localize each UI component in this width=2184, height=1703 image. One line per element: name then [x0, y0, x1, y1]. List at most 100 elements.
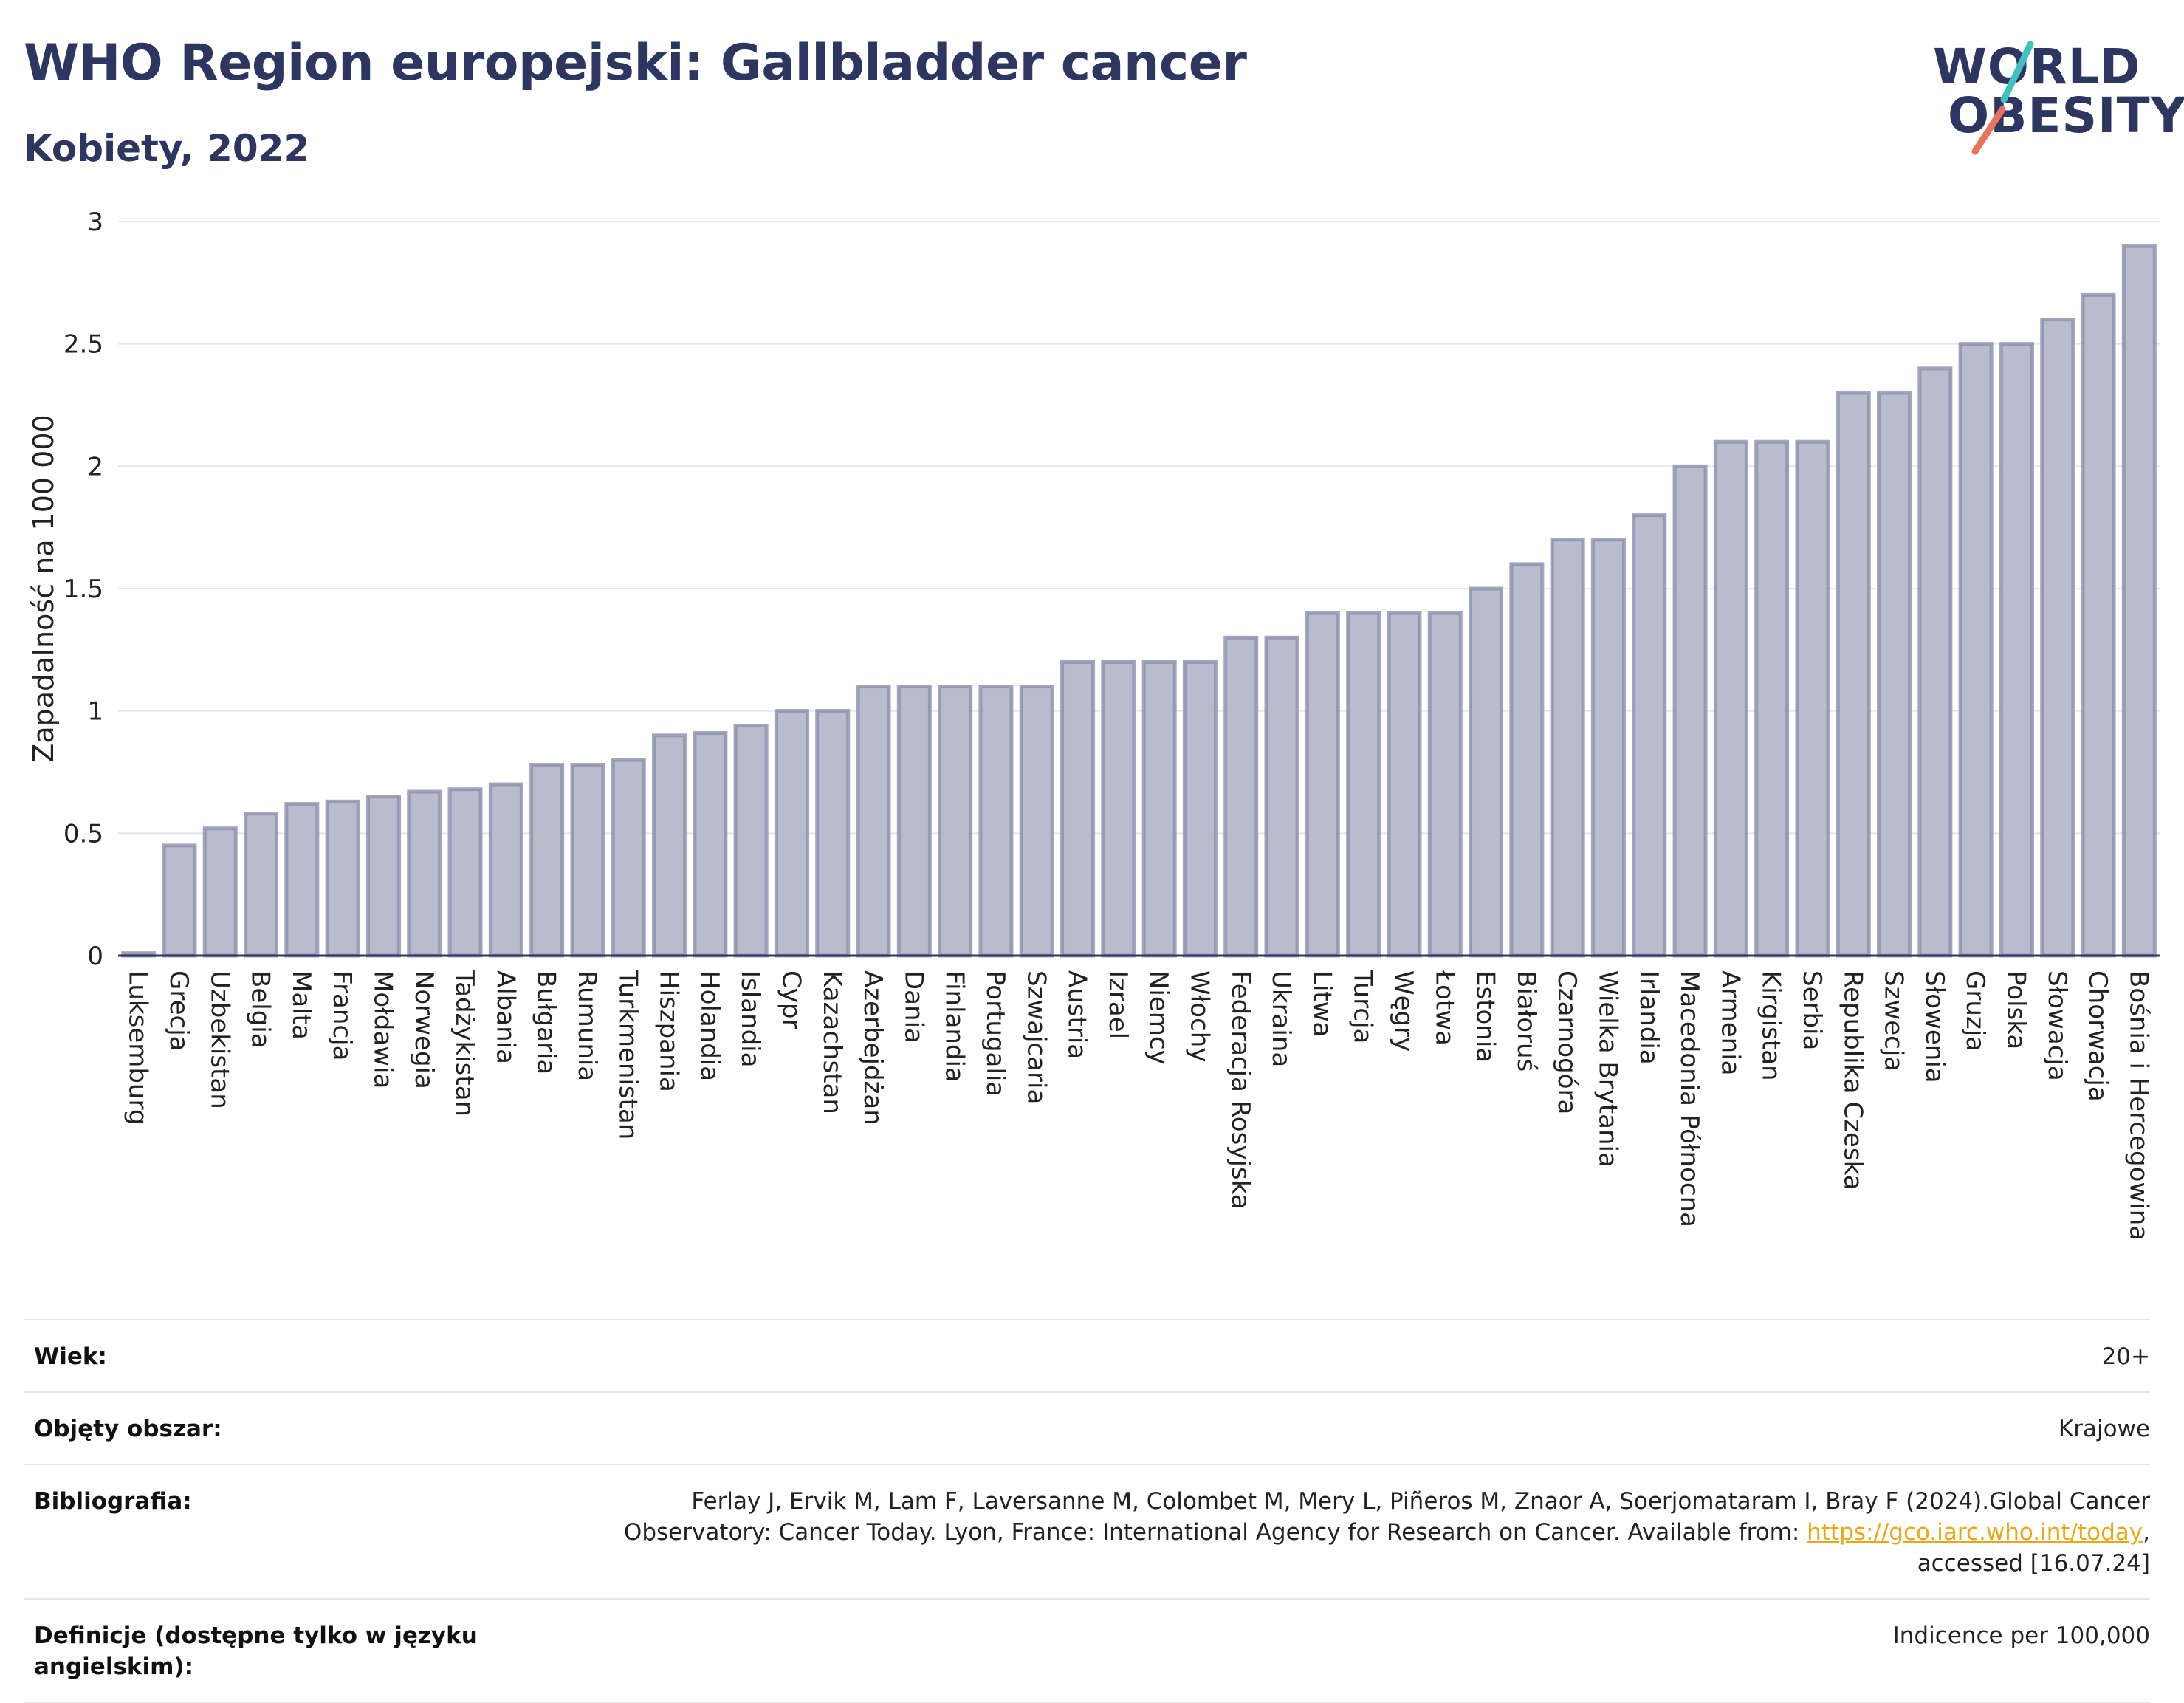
x-tick-label: Chorwacja	[2083, 970, 2112, 1102]
x-tick-label: Ukraina	[1266, 970, 1296, 1067]
x-tick-label: Holandia	[695, 970, 724, 1081]
x-tick-label: Belgia	[246, 970, 275, 1049]
logo-text-world: WORLD	[1933, 38, 2141, 95]
bar	[1427, 611, 1463, 958]
bar	[488, 782, 523, 958]
info-table: Wiek: 20+ Objęty obszar: Krajowe Bibliog…	[24, 1319, 2150, 1703]
bar	[1346, 611, 1381, 958]
y-tick-label: 0.5	[63, 819, 103, 849]
x-tick-label: Uzbekistan	[205, 970, 234, 1109]
x-tick-label: Słowacja	[2042, 970, 2072, 1081]
x-tick-label: Włochy	[1184, 970, 1214, 1062]
x-tick-label: Czarnogóra	[1552, 970, 1582, 1114]
x-tick-label: Łotwa	[1429, 970, 1459, 1046]
bar	[652, 733, 687, 958]
y-axis-label: Zapadalność na 100 000	[27, 414, 60, 762]
bar	[1101, 659, 1136, 958]
bar	[244, 812, 279, 958]
x-tick-label: Mołdawia	[368, 970, 397, 1089]
x-tick-label: Litwa	[1307, 970, 1336, 1037]
bar	[1877, 391, 1912, 958]
bar	[1713, 439, 1748, 958]
bibliography-line-2: Observatory: Cancer Today. Lyon, France:…	[623, 1519, 1800, 1546]
bar-chart: 0 0.5 1 1.5 2 2.5 3 Zapadalność na 100 000 Lukse…	[27, 208, 2160, 1241]
x-tick-label: Rumunia	[572, 970, 602, 1081]
bar	[1999, 342, 2034, 958]
x-tick-label: Finlandia	[940, 970, 969, 1083]
bibliography-line-3: accessed [16.07.24]	[1917, 1550, 2150, 1577]
x-tick-label: Luksemburg	[123, 970, 153, 1125]
y-tick-label: 3	[87, 208, 103, 237]
x-tick-label: Armenia	[1715, 970, 1745, 1076]
bar	[856, 685, 891, 958]
bar	[938, 685, 973, 958]
chart-subtitle: Kobiety, 2022	[24, 127, 310, 170]
bar	[774, 709, 809, 958]
info-row-coverage: Objęty obszar: Krajowe	[24, 1391, 2150, 1464]
world-obesity-logo: WORLD OBESITY	[1920, 30, 2184, 162]
x-tick-label: Estonia	[1471, 970, 1500, 1063]
info-row-bibliography: Bibliografia: Ferlay J, Ervik M, Lam F, …	[24, 1464, 2150, 1598]
x-tick-label: Albania	[490, 970, 520, 1064]
x-tick-label: Bułgaria	[532, 970, 561, 1075]
bibliography-value: Ferlay J, Ervik M, Lam F, Laversanne M, …	[623, 1488, 2150, 1577]
x-tick-label: Islandia	[735, 970, 765, 1067]
bar	[570, 763, 605, 958]
x-tick-label: Macedonia Północna	[1675, 970, 1704, 1227]
info-row-age: Wiek: 20+	[24, 1319, 2150, 1391]
x-tick-label: Portugalia	[981, 970, 1010, 1097]
definitions-value: Indicence per 100,000	[1892, 1623, 2150, 1649]
bar	[2040, 318, 2075, 958]
x-tick-label: Izrael	[1103, 970, 1133, 1039]
x-tick-label: Dania	[899, 970, 928, 1044]
bar	[325, 799, 360, 958]
bar	[1590, 538, 1626, 958]
x-tick-label: Hiszpania	[654, 970, 684, 1092]
logo-slash-icon	[1971, 41, 2034, 155]
bar	[1672, 464, 1708, 958]
bar	[611, 758, 646, 958]
coverage-value: Krajowe	[2058, 1416, 2150, 1442]
bibliography-line-1: Ferlay J, Ervik M, Lam F, Laversanne M, …	[691, 1488, 2150, 1515]
x-tick-label: Białoruś	[1511, 970, 1541, 1072]
bar	[1305, 611, 1340, 958]
bar	[896, 685, 932, 958]
bar	[1060, 659, 1096, 958]
bar	[202, 826, 238, 958]
x-tick-label: Kazachstan	[817, 970, 847, 1114]
bar	[978, 685, 1014, 958]
x-tick-label: Szwecja	[1879, 970, 1909, 1072]
bar	[1264, 635, 1299, 958]
bar	[1632, 513, 1667, 958]
bar	[815, 709, 851, 958]
bar	[1795, 439, 1830, 958]
definitions-label: Definicje (dostępne tylko w języku angie…	[34, 1623, 478, 1680]
bar	[407, 789, 442, 958]
x-tick-label: Malta	[286, 970, 316, 1040]
age-label: Wiek:	[34, 1343, 107, 1370]
x-tick-label: Kirgistan	[1757, 970, 1786, 1081]
x-tick-label: Cypr	[776, 970, 806, 1029]
y-tick-label: 2	[87, 452, 103, 482]
bar	[365, 795, 401, 958]
x-tick-label: Bośnia i Hercegowina	[2123, 970, 2153, 1241]
bar	[1754, 439, 1790, 958]
y-tick-label: 1.5	[63, 575, 103, 604]
bar	[1836, 391, 1871, 958]
bar	[1182, 659, 1218, 958]
y-tick-label: 2.5	[63, 330, 103, 360]
bar	[529, 763, 565, 958]
x-tick-label: Turkmenistan	[613, 970, 642, 1140]
x-tick-label: Węgry	[1389, 970, 1418, 1052]
bibliography-link[interactable]: https://gco.iarc.who.int/today	[1807, 1519, 2143, 1546]
x-tick-label: Azerbejdżan	[858, 970, 887, 1125]
x-tick-label: Gruzja	[1960, 970, 1990, 1052]
coverage-label: Objęty obszar:	[34, 1416, 222, 1442]
x-tick-label: Serbia	[1797, 970, 1827, 1050]
bar	[162, 843, 197, 958]
x-tick-label: Tadżykistan	[450, 970, 479, 1117]
bar	[693, 730, 728, 958]
bar	[1550, 538, 1585, 958]
bar	[1917, 366, 1953, 958]
bar	[1141, 659, 1177, 958]
